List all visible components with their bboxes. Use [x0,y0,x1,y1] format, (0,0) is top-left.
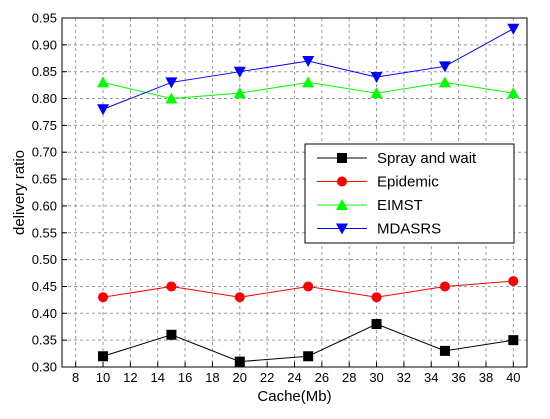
data-point [97,76,110,88]
x-tick-label: 20 [233,370,247,385]
legend-marker [337,176,347,187]
x-tick-label: 18 [205,370,219,385]
x-tick-label: 30 [369,370,383,385]
data-point [97,104,110,116]
y-tick-label: 0.85 [32,64,57,79]
y-axis-title: delivery ratio [11,150,28,235]
data-point [303,281,314,292]
axis-ticks: 8 10 12 14 16 18 20 22 24 26 28 30 32 34 36 38 40 0.30 0.3… [32,11,521,386]
x-tick-label: 28 [342,370,356,385]
x-tick-label: 34 [424,370,438,385]
y-tick-label: 0.65 [32,172,57,187]
data-point [371,319,382,330]
data-point [166,281,177,292]
y-tick-label: 0.55 [32,225,57,240]
data-point [507,87,520,99]
x-tick-label: 36 [451,370,465,385]
y-tick-label: 0.45 [32,279,57,294]
y-tick-label: 0.40 [32,306,57,321]
legend-item: MDASRS [317,221,441,238]
data-point [98,292,109,303]
data-point [166,329,177,340]
y-tick-label: 0.95 [32,11,57,26]
data-point [439,281,450,292]
series-epidemic [98,276,519,303]
y-tick-label: 0.90 [32,37,57,52]
data-point [508,335,519,346]
x-tick-label: 10 [96,370,110,385]
y-tick-label: 0.70 [32,145,57,160]
data-point [233,87,246,99]
series-mdasrs [97,23,520,116]
series-spray-and-wait [98,319,519,367]
y-tick-label: 0.60 [32,198,57,213]
x-tick-label: 12 [123,370,137,385]
legend-item: EIMST [317,197,423,214]
x-tick-label: 24 [287,370,301,385]
data-point [165,77,178,89]
y-tick-label: 0.35 [32,333,57,348]
data-point [371,292,382,303]
data-point [233,66,246,78]
legend-marker [336,223,348,235]
y-tick-label: 0.30 [32,360,57,375]
legend-label: Spray and wait [377,150,477,167]
data-point [234,356,245,367]
series-group [97,23,520,367]
y-tick-label: 0.50 [32,252,57,267]
x-axis-title: Cache(Mb) [257,388,331,405]
x-tick-label: 8 [72,370,79,385]
data-point [234,292,245,303]
x-tick-label: 38 [479,370,493,385]
data-point [438,76,451,88]
data-point [439,345,450,356]
data-point [302,76,315,88]
x-tick-label: 16 [178,370,192,385]
x-tick-label: 22 [260,370,274,385]
data-point [370,87,383,99]
legend-marker [336,199,348,210]
legend-item: Epidemic [317,174,439,191]
x-tick-label: 26 [315,370,329,385]
legend: Spray and wait Epidemic EIMST MDASRS [304,143,515,244]
x-tick-label: 40 [506,370,520,385]
legend-item: Spray and wait [317,150,477,167]
legend-label: MDASRS [377,221,441,238]
y-tick-label: 0.80 [32,91,57,106]
data-point [98,351,109,362]
data-point [507,23,520,35]
series-eimst [97,76,520,104]
data-point [302,55,315,67]
legend-label: EIMST [377,197,423,214]
x-tick-label: 32 [397,370,411,385]
legend-label: Epidemic [377,174,439,191]
data-point [370,72,383,84]
data-point [438,61,451,73]
y-tick-label: 0.75 [32,118,57,133]
data-point [508,276,519,287]
x-tick-label: 14 [151,370,165,385]
data-point [303,351,314,362]
legend-marker [337,153,347,163]
data-point [165,92,178,104]
